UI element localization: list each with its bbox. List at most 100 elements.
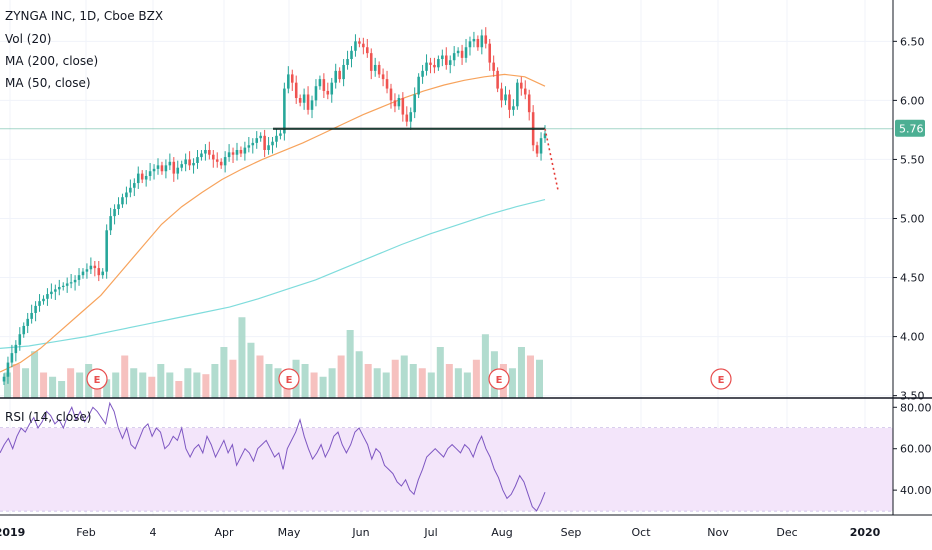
candle-body	[330, 82, 334, 95]
candle-body	[460, 50, 464, 58]
earnings-marker[interactable]: E	[488, 368, 510, 390]
candle-body	[58, 286, 61, 290]
candle-body	[54, 289, 57, 292]
candle-body	[393, 100, 397, 107]
rsi-line	[0, 401, 546, 512]
volume-bar	[391, 359, 399, 398]
candle-body	[275, 135, 278, 142]
candle-body	[377, 64, 381, 75]
candle-body	[306, 94, 310, 110]
time-tick-label: 2020	[850, 526, 881, 539]
volume-bars	[4, 317, 543, 398]
volume-bar	[220, 347, 228, 398]
candle-body	[6, 362, 10, 377]
candle-body	[38, 301, 41, 306]
candle-body	[366, 47, 369, 54]
candle-body	[385, 79, 389, 89]
candle-body	[156, 165, 160, 169]
candle-body	[480, 35, 484, 48]
legend: ZYNGA INC, 1D, Cboe BZX Vol (20) MA (200…	[5, 9, 163, 424]
candle-body	[267, 145, 270, 150]
candle-body	[484, 35, 488, 44]
candle-body	[113, 209, 116, 217]
projection-line[interactable]	[544, 128, 559, 191]
volume-bar	[58, 381, 66, 398]
volume-bar	[265, 364, 273, 398]
earnings-marker-circle	[278, 368, 300, 390]
volume-bar	[364, 364, 372, 398]
candle-body	[350, 50, 353, 60]
rsi-tick-label: 60.00	[900, 443, 932, 456]
candle-body	[215, 159, 219, 162]
candle-body	[227, 152, 231, 158]
candle-body	[200, 153, 203, 158]
volume-bar	[49, 376, 57, 398]
time-tick-label: Aug	[491, 526, 512, 539]
volume-bar	[409, 364, 417, 398]
candle-body	[421, 70, 424, 77]
candle-body	[326, 90, 330, 95]
rsi-axis-ticks: 40.00 60.00 80.00	[893, 401, 932, 497]
earnings-marker[interactable]: E	[710, 368, 732, 390]
candle-body	[77, 275, 81, 280]
legend-ma50[interactable]: MA (50, close)	[5, 76, 91, 90]
earnings-marker[interactable]: E	[86, 368, 108, 390]
legend-ma200[interactable]: MA (200, close)	[5, 54, 98, 68]
candle-body	[219, 161, 223, 166]
volume-bar	[454, 368, 462, 398]
candle-body	[389, 88, 393, 101]
candle-body	[523, 88, 527, 95]
candle-body	[152, 168, 156, 172]
candle-body	[520, 82, 523, 89]
candle-body	[243, 147, 247, 154]
volume-bar	[193, 372, 201, 398]
candle-body	[164, 165, 168, 172]
candle-body	[346, 59, 349, 65]
volume-bar	[22, 368, 30, 398]
candle-body	[73, 279, 77, 283]
earnings-marker[interactable]: E	[278, 368, 300, 390]
candle-body	[65, 283, 69, 286]
legend-vol[interactable]: Vol (20)	[5, 32, 51, 46]
candle-body	[456, 50, 460, 54]
candle-body	[133, 183, 136, 188]
time-tick-label: Jun	[351, 526, 369, 539]
volume-bar	[535, 359, 543, 398]
volume-bar	[427, 372, 435, 398]
candle-body	[10, 353, 14, 363]
candle-body	[397, 98, 401, 107]
volume-bar	[526, 355, 534, 398]
candle-body	[42, 298, 45, 302]
rsi-band	[0, 428, 893, 511]
candle-body	[26, 318, 29, 326]
candle-body	[85, 269, 89, 272]
candle-body	[136, 173, 140, 184]
candle-body	[508, 94, 511, 110]
earnings-marker-circle	[488, 368, 510, 390]
candle-body	[381, 74, 385, 80]
candle-body	[180, 164, 183, 168]
candle-body	[468, 41, 472, 48]
last-price-tag-bg	[895, 119, 925, 137]
candle-body	[417, 76, 420, 95]
candle-body	[223, 157, 227, 166]
candle-body	[488, 43, 491, 63]
candle-body	[50, 291, 53, 295]
price-tick-label: 6.00	[900, 94, 925, 107]
candle-body	[129, 187, 132, 193]
volume-bar	[121, 355, 129, 398]
legend-symbol[interactable]: ZYNGA INC, 1D, Cboe BZX	[5, 9, 163, 23]
volume-bar	[337, 355, 345, 398]
legend-rsi[interactable]: RSI (14, close)	[5, 410, 91, 424]
candle-body	[452, 53, 456, 61]
volume-bar	[202, 374, 210, 398]
candle-body	[279, 133, 282, 136]
candle-body	[168, 161, 172, 166]
candle-body	[208, 149, 211, 155]
time-tick-label: Feb	[76, 526, 95, 539]
volume-bar	[184, 368, 192, 398]
candle-body	[89, 265, 93, 270]
candle-body	[212, 154, 215, 160]
